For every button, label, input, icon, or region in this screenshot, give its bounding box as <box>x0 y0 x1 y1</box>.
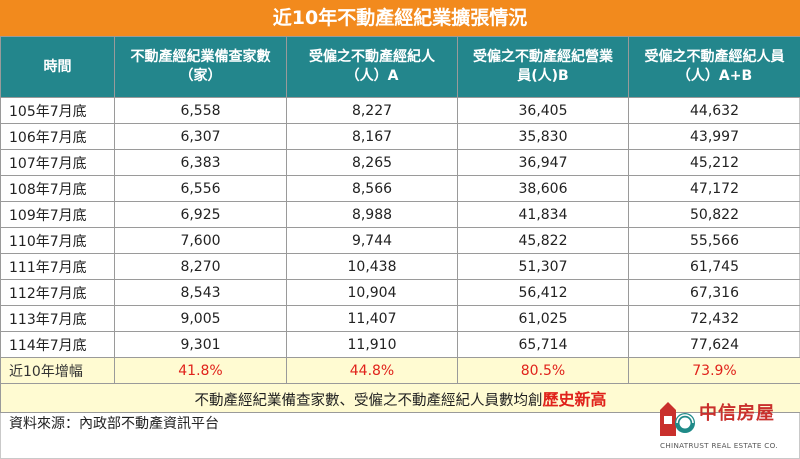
cell-period: 113年7月底 <box>0 305 115 332</box>
cell-sales-agents: 35,830 <box>457 123 629 150</box>
cell-sales-agents: 38,606 <box>457 175 629 202</box>
table-row: 111年7月底 8,270 10,438 51,307 61,745 <box>0 253 800 280</box>
header-sales-agents-line2: 員(人)B <box>517 68 569 84</box>
header-total-personnel: 受僱之不動產經紀人員 （人）A+B <box>628 36 800 98</box>
cell-firm-count: 6,556 <box>114 175 287 202</box>
cell-sales-agents: 45,822 <box>457 227 629 254</box>
cell-sales-agents: 56,412 <box>457 279 629 306</box>
header-brokers-line2: （人）A <box>345 68 399 84</box>
cell-firm-count: 8,543 <box>114 279 287 306</box>
cell-firm-count: 9,005 <box>114 305 287 332</box>
table-row: 109年7月底 6,925 8,988 41,834 50,822 <box>0 201 800 228</box>
header-time-label: 時間 <box>43 58 72 75</box>
cell-period: 112年7月底 <box>0 279 115 306</box>
data-table: 時間 不動產經紀業備查家數 （家） 受僱之不動產經紀人 （人）A 受僱之不動產經… <box>0 36 800 413</box>
company-logo: 中信房屋 CHINATRUST REAL ESTATE CO. <box>660 402 790 452</box>
cell-total-personnel: 44,632 <box>628 97 800 124</box>
cell-period: 109年7月底 <box>0 201 115 228</box>
cell-period: 108年7月底 <box>0 175 115 202</box>
house-logo-icon <box>660 402 695 436</box>
growth-row: 近10年增幅 41.8% 44.8% 80.5% 73.9% <box>0 357 800 384</box>
growth-sales-agents: 80.5% <box>457 357 629 384</box>
cell-brokers: 10,438 <box>286 253 458 280</box>
cell-period: 106年7月底 <box>0 123 115 150</box>
header-firm-count-line2: （家） <box>179 68 222 84</box>
cell-period: 111年7月底 <box>0 253 115 280</box>
cell-sales-agents: 36,405 <box>457 97 629 124</box>
cell-total-personnel: 61,745 <box>628 253 800 280</box>
header-firm-count-line1: 不動產經紀業備查家數 <box>130 49 271 65</box>
growth-label: 近10年增幅 <box>0 357 115 384</box>
data-source-note: 資料來源：內政部不動產資訊平台 <box>9 416 219 432</box>
header-sales-agents: 受僱之不動產經紀營業 員(人)B <box>457 36 629 98</box>
table-row: 114年7月底 9,301 11,910 65,714 77,624 <box>0 331 800 358</box>
table-row: 106年7月底 6,307 8,167 35,830 43,997 <box>0 123 800 150</box>
logo-english-name: CHINATRUST REAL ESTATE CO. <box>660 441 778 450</box>
summary-text: 不動產經紀業備查家數、受僱之不動產經紀人員數均創 <box>194 393 543 409</box>
table-row: 107年7月底 6,383 8,265 36,947 45,212 <box>0 149 800 176</box>
table-row: 110年7月底 7,600 9,744 45,822 55,566 <box>0 227 800 254</box>
cell-firm-count: 9,301 <box>114 331 287 358</box>
header-row: 時間 不動產經紀業備查家數 （家） 受僱之不動產經紀人 （人）A 受僱之不動產經… <box>0 36 800 98</box>
header-brokers-line1: 受僱之不動產經紀人 <box>309 49 435 65</box>
table-title: 近10年不動產經紀業擴張情況 <box>0 0 800 36</box>
cell-total-personnel: 77,624 <box>628 331 800 358</box>
table-row: 113年7月底 9,005 11,407 61,025 72,432 <box>0 305 800 332</box>
summary-highlight: 歷史新高 <box>542 390 607 409</box>
cell-sales-agents: 61,025 <box>457 305 629 332</box>
cell-firm-count: 6,925 <box>114 201 287 228</box>
header-total-personnel-line1: 受僱之不動產經紀人員 <box>644 49 785 65</box>
cell-total-personnel: 55,566 <box>628 227 800 254</box>
cell-brokers: 9,744 <box>286 227 458 254</box>
cell-period: 110年7月底 <box>0 227 115 254</box>
growth-total-personnel: 73.9% <box>628 357 800 384</box>
cell-brokers: 8,167 <box>286 123 458 150</box>
growth-firm-count: 41.8% <box>114 357 287 384</box>
cell-brokers: 8,566 <box>286 175 458 202</box>
cell-total-personnel: 50,822 <box>628 201 800 228</box>
cell-sales-agents: 36,947 <box>457 149 629 176</box>
header-total-personnel-line2: （人）A+B <box>676 68 753 84</box>
cell-brokers: 10,904 <box>286 279 458 306</box>
cell-brokers: 11,910 <box>286 331 458 358</box>
cell-total-personnel: 47,172 <box>628 175 800 202</box>
cell-period: 107年7月底 <box>0 149 115 176</box>
header-firm-count: 不動產經紀業備查家數 （家） <box>114 36 287 98</box>
header-time: 時間 <box>0 36 115 98</box>
cell-total-personnel: 67,316 <box>628 279 800 306</box>
cell-total-personnel: 43,997 <box>628 123 800 150</box>
header-sales-agents-line1: 受僱之不動產經紀營業 <box>473 49 613 65</box>
logo-name: 中信房屋 <box>699 403 775 424</box>
cell-firm-count: 6,383 <box>114 149 287 176</box>
cell-brokers: 8,227 <box>286 97 458 124</box>
cell-period: 114年7月底 <box>0 331 115 358</box>
cell-total-personnel: 72,432 <box>628 305 800 332</box>
table-row: 105年7月底 6,558 8,227 36,405 44,632 <box>0 97 800 124</box>
cell-firm-count: 6,558 <box>114 97 287 124</box>
cell-firm-count: 7,600 <box>114 227 287 254</box>
header-brokers: 受僱之不動產經紀人 （人）A <box>286 36 458 98</box>
cell-sales-agents: 65,714 <box>457 331 629 358</box>
cell-firm-count: 8,270 <box>114 253 287 280</box>
growth-brokers: 44.8% <box>286 357 458 384</box>
cell-sales-agents: 41,834 <box>457 201 629 228</box>
cell-brokers: 11,407 <box>286 305 458 332</box>
table-row: 112年7月底 8,543 10,904 56,412 67,316 <box>0 279 800 306</box>
cell-total-personnel: 45,212 <box>628 149 800 176</box>
cell-firm-count: 6,307 <box>114 123 287 150</box>
cell-brokers: 8,265 <box>286 149 458 176</box>
cell-brokers: 8,988 <box>286 201 458 228</box>
table-row: 108年7月底 6,556 8,566 38,606 47,172 <box>0 175 800 202</box>
cell-sales-agents: 51,307 <box>457 253 629 280</box>
cell-period: 105年7月底 <box>0 97 115 124</box>
